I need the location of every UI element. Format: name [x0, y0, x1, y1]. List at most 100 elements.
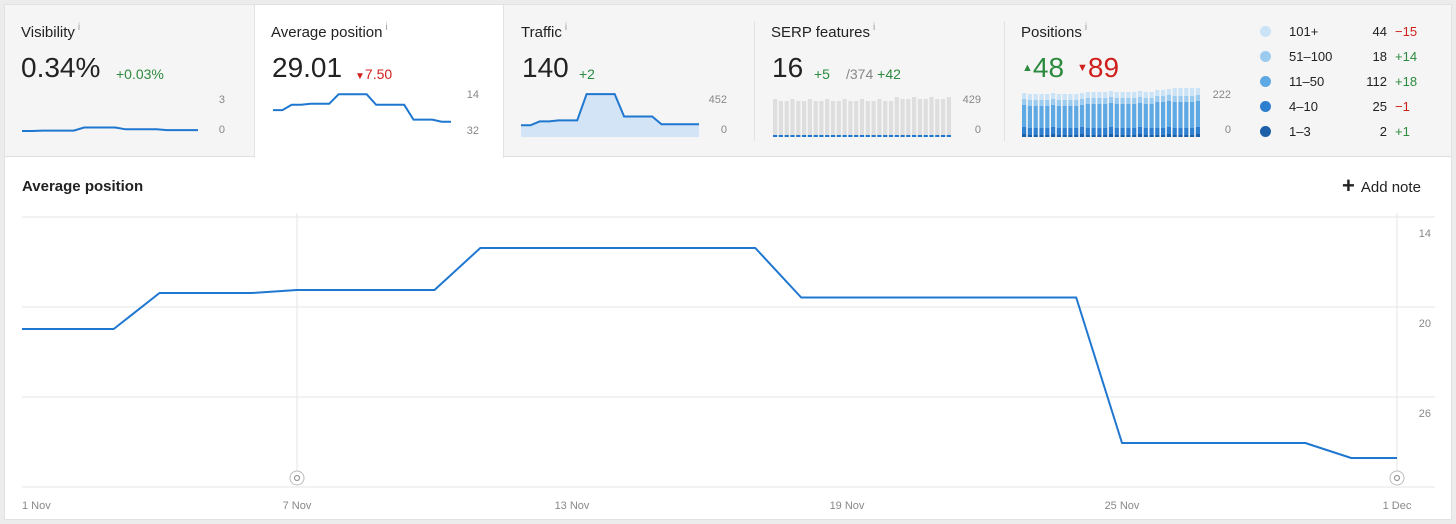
serp-bar — [790, 99, 795, 137]
serp-owned-bar — [859, 135, 865, 137]
serp-bar — [923, 99, 928, 137]
positions-bar-segment — [1120, 128, 1125, 135]
positions-bar-segment — [1137, 134, 1143, 137]
serp-bar — [836, 101, 841, 137]
spark-tick-top: 222 — [1212, 89, 1231, 101]
positions-bar-segment — [1108, 134, 1114, 137]
positions-bar-segment — [1120, 92, 1125, 98]
positions-bar-segment — [1045, 128, 1050, 135]
positions-bar-segment — [1190, 96, 1195, 102]
positions-bar-segment — [1108, 97, 1114, 103]
tab-visibility[interactable]: Visibility i 0.34% +0.03% 3 0 — [5, 5, 255, 157]
positions-bar-segment — [1085, 92, 1090, 98]
info-icon[interactable]: i — [77, 22, 81, 33]
positions-bar-segment — [1166, 127, 1171, 134]
serp-owned-bar — [929, 135, 934, 137]
info-icon[interactable]: i — [564, 22, 568, 33]
tab-title: Visibility i — [21, 22, 81, 41]
serp-owned-bar — [830, 135, 836, 137]
positions-bar-segment — [1022, 99, 1027, 105]
serp-bar — [883, 101, 888, 137]
positions-bar-segment — [1126, 128, 1131, 135]
traffic-sparkline — [521, 93, 699, 137]
positions-bar-segment — [1108, 91, 1114, 97]
positions-bar-segment — [1120, 135, 1125, 137]
legend-item-101-plus[interactable]: 101+ 44 −15 — [1260, 22, 1420, 42]
positions-bar-segment — [1166, 134, 1171, 137]
positions-bar-segment — [1132, 135, 1137, 137]
x-tick-label: 1 Nov — [22, 500, 51, 512]
positions-bar-segment — [1166, 89, 1171, 95]
positions-bar-segment — [1056, 94, 1061, 100]
legend-item-1-3[interactable]: 1–3 2 +1 — [1260, 122, 1420, 142]
add-note-button[interactable]: + Add note — [1342, 173, 1421, 198]
legend-dot — [1260, 26, 1271, 37]
serp-bar — [807, 99, 812, 137]
positions-bar-segment — [1051, 127, 1056, 134]
legend-dot — [1260, 126, 1271, 137]
traffic-line — [521, 93, 699, 127]
legend-item-11-50[interactable]: 11–50 112 +18 — [1260, 72, 1420, 92]
positions-bar-segment — [1190, 102, 1195, 128]
tab-positions[interactable]: Positions i ▲48 ▼89 222 0 — [1005, 5, 1451, 157]
legend-item-4-10[interactable]: 4–10 25 −1 — [1260, 97, 1420, 117]
tab-traffic[interactable]: Traffic i 140 +2 452 0 — [505, 5, 755, 157]
positions-bar-segment — [1172, 102, 1177, 128]
tab-title: SERP features i — [771, 22, 876, 41]
serp-bar — [802, 101, 807, 137]
info-icon[interactable]: i — [1084, 22, 1088, 33]
serp-owned-bar — [813, 135, 818, 137]
positions-bar-segment — [1056, 100, 1061, 106]
serp-bar — [796, 101, 801, 137]
info-icon[interactable]: i — [385, 22, 388, 33]
positions-bar-segment — [1027, 94, 1032, 100]
tab-serp-features[interactable]: SERP features i 16 +5 /374 +42 429 0 — [755, 5, 1005, 157]
positions-bar-segment — [1051, 93, 1056, 99]
serp-bar — [842, 99, 847, 137]
positions-bar-segment — [1097, 128, 1102, 135]
legend-item-51-100[interactable]: 51–100 18 +14 — [1260, 47, 1420, 67]
positions-bar-segment — [1149, 135, 1154, 137]
positions-bar-segment — [1079, 93, 1085, 99]
positions-bar-segment — [1051, 105, 1056, 127]
serp-bar — [929, 97, 934, 137]
positions-bar-segment — [1114, 135, 1119, 137]
tab-average-position[interactable]: Average position i 29.01 ▼7.50 14 32 — [254, 5, 504, 158]
positions-bar-segment — [1126, 92, 1131, 98]
y-tick-label: 14 — [1419, 228, 1431, 240]
positions-bar-segment — [1056, 135, 1061, 137]
tab-title: Positions i — [1021, 22, 1088, 41]
positions-bar-segment — [1068, 100, 1073, 106]
positions-bar-segment — [1137, 127, 1143, 134]
serp-owned-bar — [807, 135, 812, 137]
serp-bar — [859, 99, 865, 137]
annotation-marker — [1389, 470, 1405, 486]
positions-bar-segment — [1074, 100, 1079, 106]
x-tick-label: 19 Nov — [830, 500, 865, 512]
tab-title: Traffic i — [521, 22, 568, 41]
info-icon[interactable]: i — [872, 22, 876, 33]
serp-bar — [819, 101, 824, 137]
serp-bar — [784, 101, 789, 137]
serp-owned-bar — [848, 135, 853, 137]
serp-owned-bar — [784, 135, 789, 137]
serp-owned-bar — [877, 135, 882, 137]
serp-bar — [854, 101, 859, 137]
serp-bar — [894, 97, 899, 137]
positions-bar-segment — [1172, 128, 1177, 135]
legend-dot — [1260, 51, 1271, 62]
positions-bar-segment — [1085, 104, 1090, 128]
positions-bar-segment — [1143, 128, 1148, 135]
serp-bar — [917, 99, 922, 137]
spark-tick-top: 429 — [962, 94, 981, 106]
positions-bar-segment — [1132, 92, 1137, 98]
positions-bar-segment — [1033, 100, 1038, 106]
positions-bar-segment — [1068, 94, 1073, 100]
positions-bar-segment — [1178, 102, 1183, 128]
positions-bar-segment — [1062, 106, 1067, 128]
x-tick-label: 13 Nov — [555, 500, 590, 512]
spark-tick-bottom: 0 — [720, 124, 727, 136]
positions-bar-segment — [1132, 128, 1137, 135]
positions-bar-segment — [1062, 94, 1067, 100]
serp-owned-bar — [871, 135, 876, 137]
